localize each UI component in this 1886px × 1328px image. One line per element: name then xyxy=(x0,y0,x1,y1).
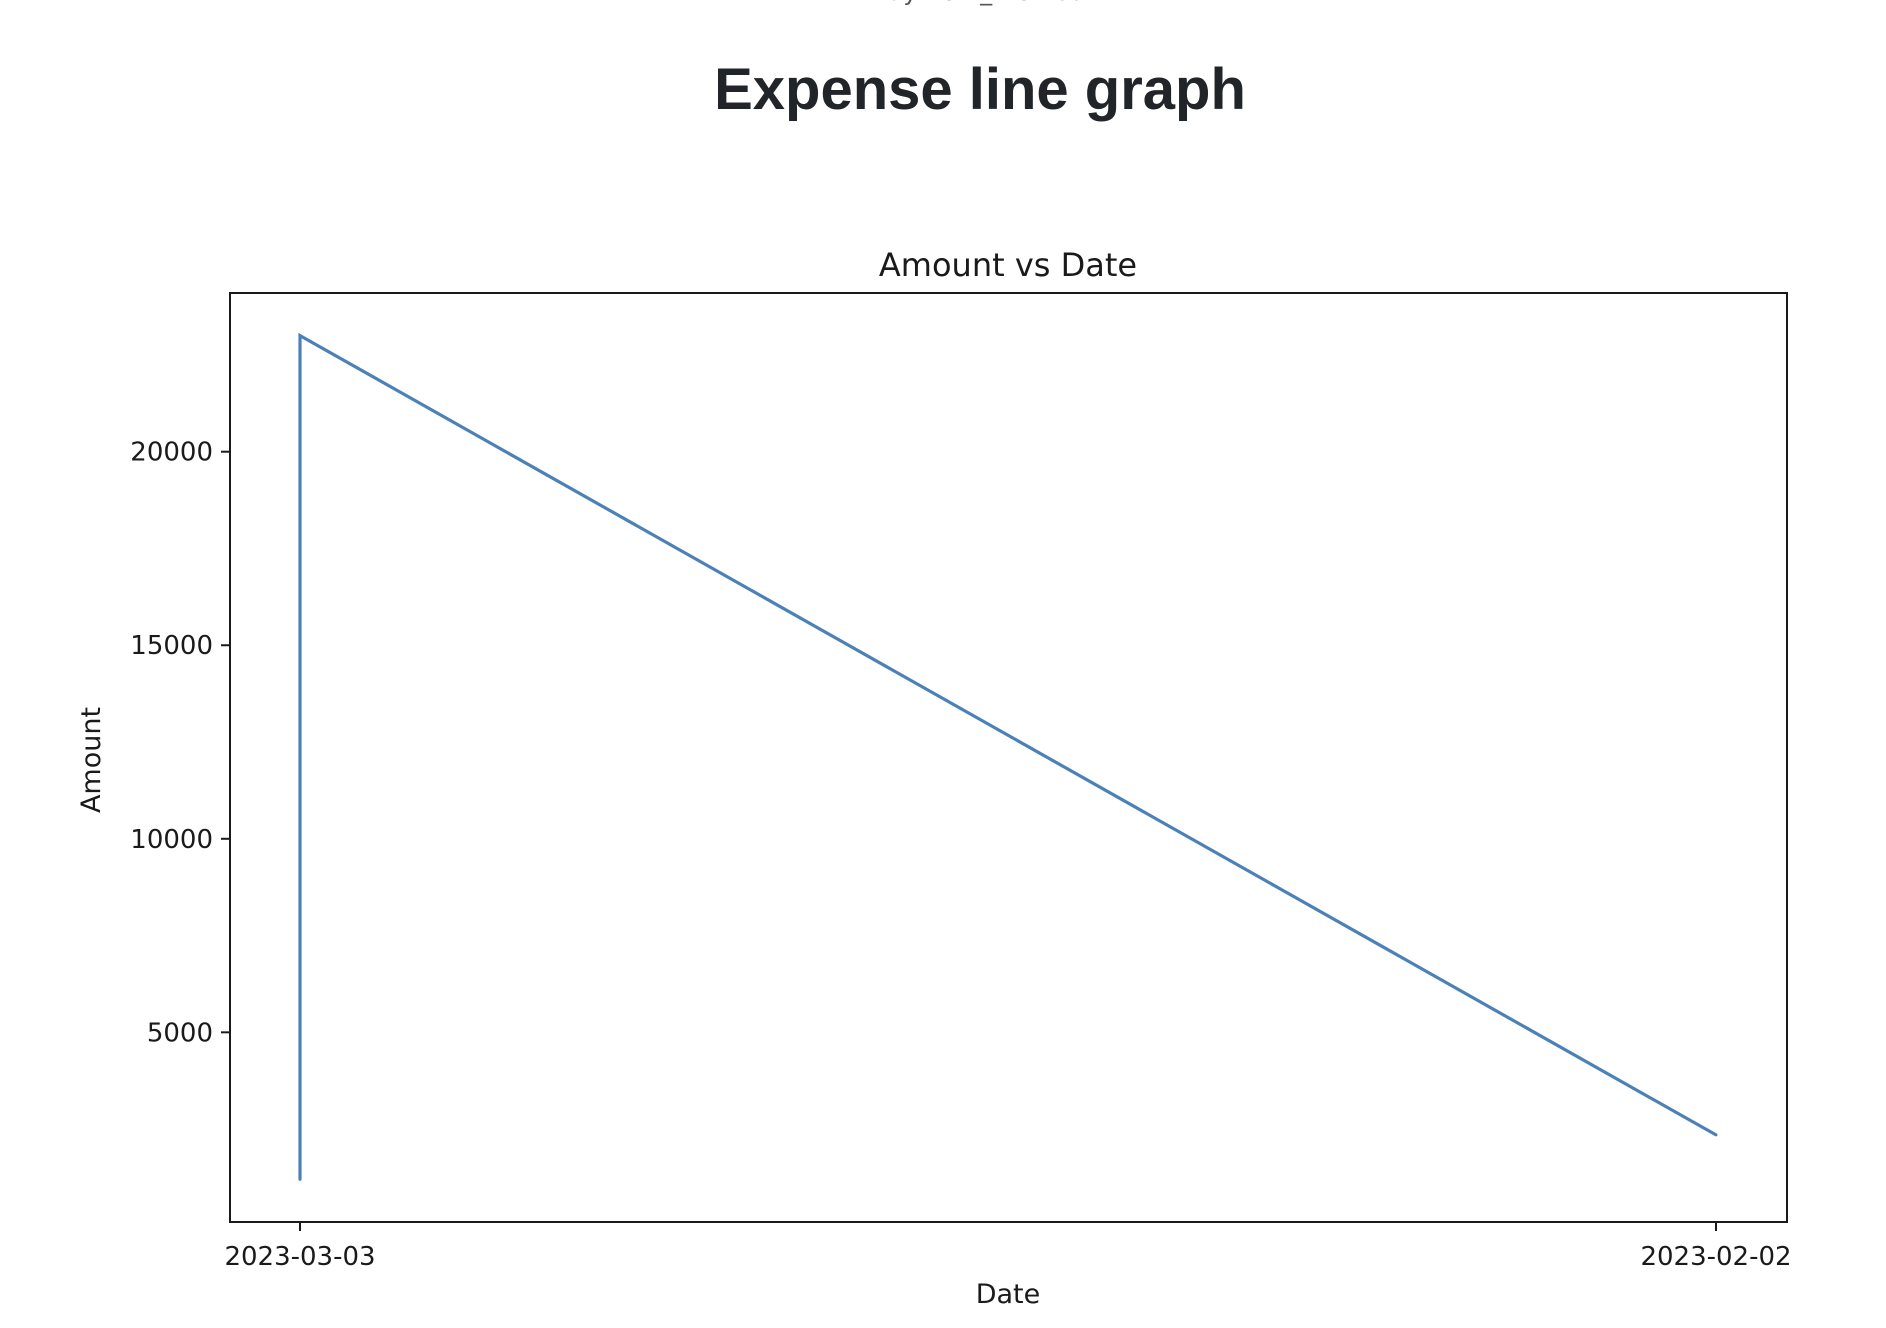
y-tick-label: 10000 xyxy=(130,825,213,855)
x-tick-label: 2023-03-03 xyxy=(224,1242,375,1272)
y-tick-label: 15000 xyxy=(130,631,213,661)
data-point xyxy=(298,1177,302,1181)
x-axis-ticks: 2023-03-03 2023-02-02 xyxy=(224,1222,1792,1272)
data-point xyxy=(1714,1133,1718,1137)
data-series xyxy=(298,332,1718,1181)
chart-title: Amount vs Date xyxy=(879,246,1137,284)
data-point xyxy=(298,334,302,338)
plot-area-frame xyxy=(229,292,1788,1223)
y-tick-label: 20000 xyxy=(130,438,213,468)
series-line-amount xyxy=(298,332,1717,1180)
y-tick-label: 5000 xyxy=(147,1018,213,1048)
page-title: Expense line graph xyxy=(714,57,1246,122)
cut-off-column-label: Payment_method xyxy=(0,0,1886,6)
y-axis-ticks: 5000 10000 15000 20000 xyxy=(130,438,230,1048)
y-axis-label: Amount xyxy=(76,707,107,813)
x-tick-label: 2023-02-02 xyxy=(1640,1242,1791,1272)
x-axis-label: Date xyxy=(976,1279,1041,1310)
